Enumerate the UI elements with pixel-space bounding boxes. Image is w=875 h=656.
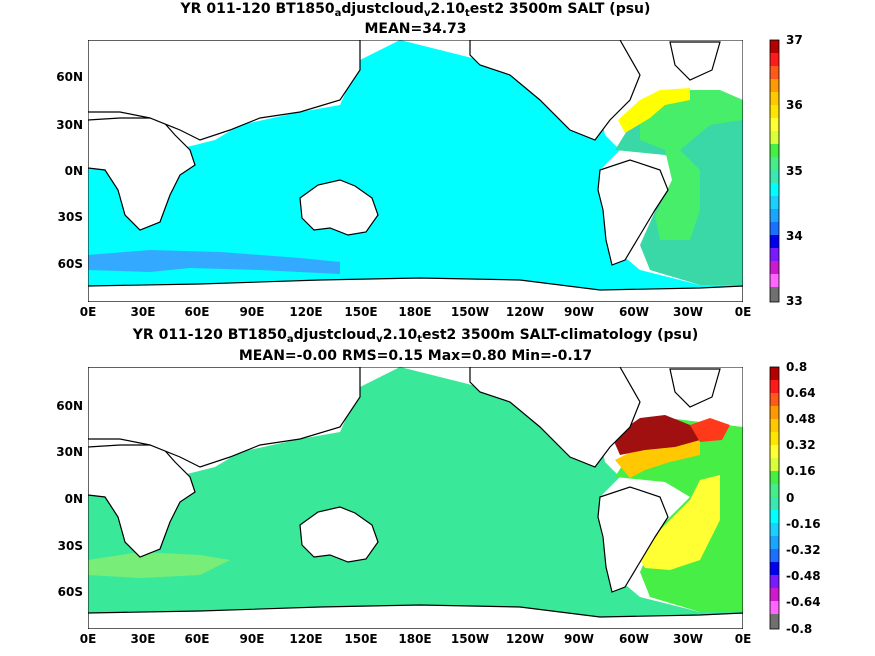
north-america [469,367,641,468]
p1-cb-37: 37 [786,33,803,47]
p1-cb-34: 34 [786,229,803,243]
australia [299,506,379,563]
p1-lon-90w: 90W [564,305,594,319]
p2-lon-0e-end: 0E [734,632,752,646]
p2-cb-0.48: 0.48 [786,412,816,426]
p1-lon-0e: 0E [79,305,97,319]
p2-lat-30n: 30N [56,445,83,459]
p2-lon-90w: 90W [564,632,594,646]
p2-lon-180e: 180E [398,632,432,646]
panel1-title: YR 011-120 BT1850adjustcloudv2.10test2 3… [180,1,651,19]
p2-lat-60n: 60N [56,399,83,413]
p1-cb-36: 36 [786,98,803,112]
panel2-map [88,367,743,629]
p1-cb-35: 35 [786,164,803,178]
antarctica [88,277,743,302]
panel1-colorbar [769,39,780,303]
south-america [597,486,669,593]
p1-lon-60w: 60W [619,305,649,319]
eurasia [88,40,361,141]
panel2-colorbar [769,366,780,630]
p2-cb-0.8: 0.8 [786,360,808,374]
p2-lon-120w: 120W [505,632,545,646]
p2-lat-60s: 60S [57,585,83,599]
p2-lon-150w: 150W [450,632,490,646]
p2-lon-30e: 30E [130,632,156,646]
p1-lon-30w: 30W [673,305,703,319]
p1-lon-120w: 120W [505,305,545,319]
panel1-stats: MEAN=34.73 [364,21,467,37]
indian-ocean-lighter [88,552,230,578]
p2-lon-150e: 150E [344,632,378,646]
p1-cb-33: 33 [786,294,803,308]
p1-lon-30e: 30E [130,305,156,319]
p1-lat-0n: 0N [64,164,83,178]
p1-lat-60n: 60N [56,70,83,84]
atlantic-high [618,88,690,133]
p1-lat-60s: 60S [57,257,83,271]
p2-cb-neg0.16: -0.16 [786,517,821,531]
p2-cb-0: 0 [786,491,795,505]
p2-cb-0.16: 0.16 [786,464,816,478]
atlantic-max [612,415,700,455]
p1-lon-150w: 150W [450,305,490,319]
p2-lon-60w: 60W [619,632,649,646]
p1-lat-30s: 30S [57,210,83,224]
p2-cb-0.64: 0.64 [786,386,816,400]
p2-lat-0n: 0N [64,492,83,506]
p2-cb-neg0.8: -0.8 [786,622,813,636]
p2-lon-120e: 120E [289,632,323,646]
atlantic-band [640,90,743,240]
p2-lon-0e: 0E [79,632,97,646]
antarctica [88,604,743,629]
southern-band [88,250,340,274]
atlantic-yellow [640,475,720,570]
p1-lon-60e: 60E [184,305,210,319]
south-america [597,159,669,266]
p1-lat-30n: 30N [56,118,83,132]
p1-lon-120e: 120E [289,305,323,319]
panel2-title: YR 011-120 BT1850adjustcloudv2.10test2 3… [132,327,699,345]
p2-lon-30w: 30W [673,632,703,646]
p1-lon-150e: 150E [344,305,378,319]
panel1-map [88,40,743,302]
p2-lon-90e: 90E [239,632,265,646]
p2-cb-neg0.32: -0.32 [786,543,821,557]
atlantic-red [690,418,730,442]
north-america [469,40,641,141]
greenland [669,368,721,408]
p2-cb-0.32: 0.32 [786,438,816,452]
eurasia [88,367,361,468]
greenland [669,41,721,81]
p2-cb-neg0.48: -0.48 [786,569,821,583]
p1-lon-0e-end: 0E [734,305,752,319]
p1-lon-180e: 180E [398,305,432,319]
p1-lon-90e: 90E [239,305,265,319]
australia [299,179,379,236]
panel2-stats: MEAN=-0.00 RMS=0.15 Max=0.80 Min=-0.17 [238,348,593,364]
p2-lon-60e: 60E [184,632,210,646]
p2-lat-30s: 30S [57,539,83,553]
p2-cb-neg0.64: -0.64 [786,595,821,609]
